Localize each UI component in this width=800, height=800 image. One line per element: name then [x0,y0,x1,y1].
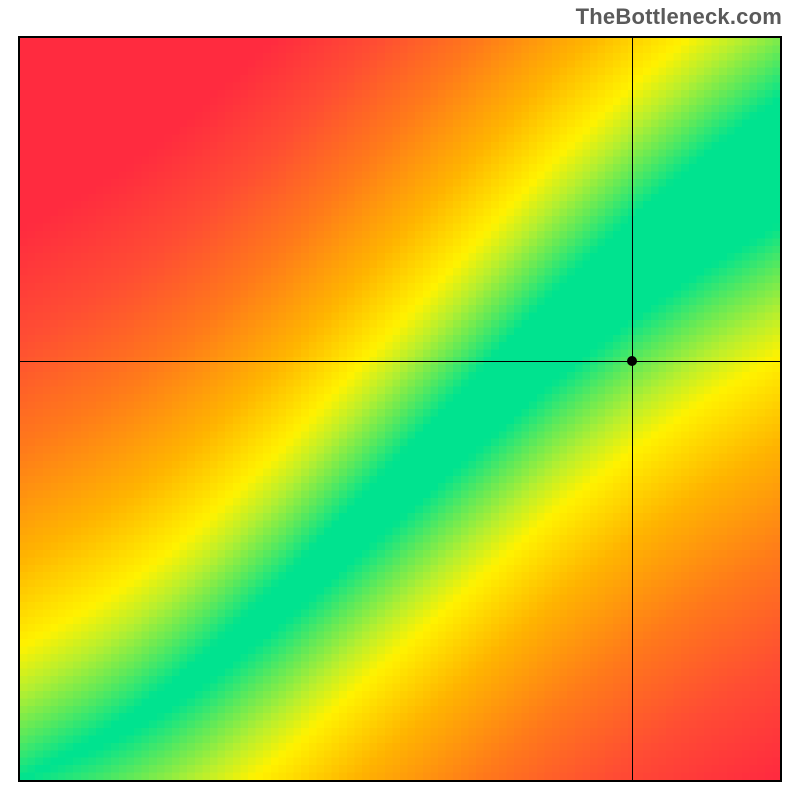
bottleneck-heatmap [18,36,782,782]
watermark-text: TheBottleneck.com [576,4,782,30]
heatmap-canvas [20,38,780,780]
